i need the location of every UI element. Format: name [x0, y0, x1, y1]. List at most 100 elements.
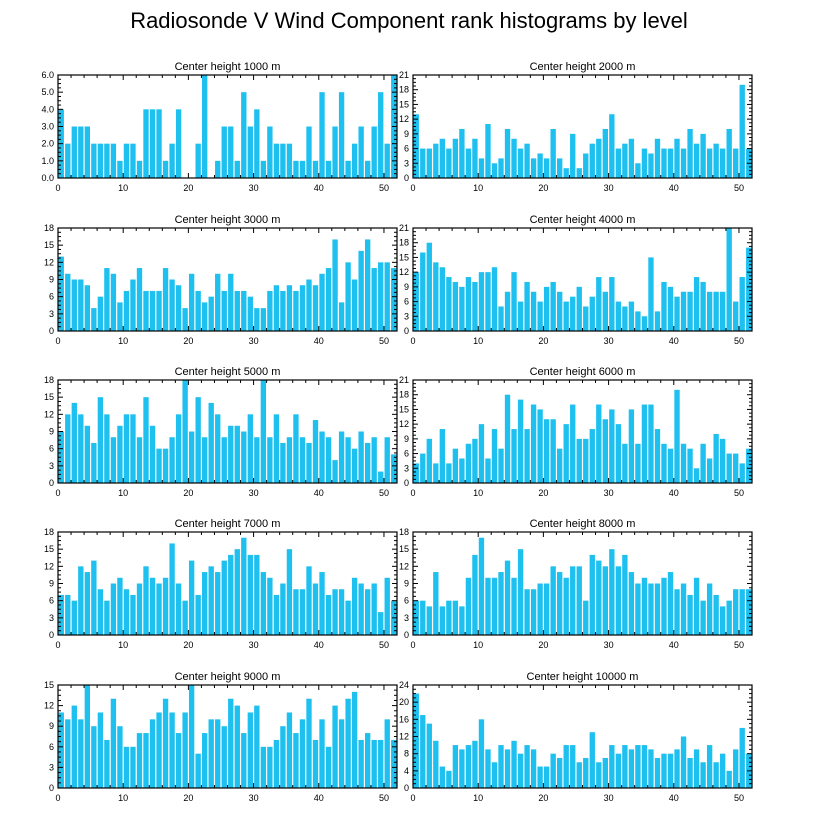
y-tick-label: 3 [404, 311, 409, 321]
bar [338, 302, 345, 331]
bar [426, 148, 432, 178]
y-tick-label: 0 [404, 630, 409, 640]
bar [110, 583, 117, 635]
x-tick-label: 30 [249, 183, 259, 193]
bar [221, 437, 227, 483]
bar [182, 308, 188, 331]
bar [286, 712, 293, 788]
bar [221, 126, 227, 178]
bar [667, 148, 674, 178]
x-tick-label: 50 [734, 640, 744, 650]
bar [312, 285, 319, 331]
bar [654, 311, 661, 331]
bar [371, 583, 377, 635]
bar [110, 143, 117, 178]
bar [589, 296, 595, 331]
y-tick-label: 18 [399, 527, 409, 537]
bar [433, 740, 439, 788]
bar [91, 726, 97, 788]
bar [719, 606, 726, 635]
bar [661, 753, 667, 788]
bar [208, 296, 214, 331]
bar [706, 583, 713, 635]
bar [472, 740, 478, 788]
bar [162, 698, 169, 788]
bar [557, 158, 563, 178]
bar [332, 705, 338, 788]
bar [687, 448, 693, 483]
bar [719, 291, 726, 331]
bar [674, 389, 680, 483]
bar [452, 448, 459, 483]
bar [537, 409, 543, 483]
bar [446, 600, 452, 635]
bar [576, 566, 582, 635]
x-tick-label: 40 [669, 793, 679, 803]
bar [504, 560, 511, 635]
y-tick-label: 8 [404, 749, 409, 759]
bar [143, 290, 149, 331]
x-tick-label: 50 [734, 183, 744, 193]
bar [97, 712, 104, 788]
x-tick-label: 50 [734, 488, 744, 498]
x-tick-label: 30 [249, 793, 259, 803]
bar [426, 723, 432, 788]
y-tick-label: 12 [44, 701, 54, 711]
bar [550, 566, 556, 635]
bar [280, 583, 286, 635]
bar [299, 437, 306, 483]
y-tick-label: 0 [404, 173, 409, 183]
y-tick-label: 6 [404, 596, 409, 606]
bar [143, 733, 149, 788]
bar [312, 160, 319, 178]
bar [267, 577, 273, 635]
bar [420, 600, 426, 635]
bar [583, 438, 589, 483]
bar [622, 306, 628, 331]
bar [208, 566, 214, 635]
x-tick-label: 20 [183, 793, 193, 803]
bar [228, 698, 234, 788]
x-tick-label: 40 [669, 183, 679, 193]
bar [439, 267, 446, 331]
y-tick-label: 4.0 [41, 104, 54, 114]
bar [719, 753, 726, 788]
bar [648, 404, 654, 483]
bar [97, 589, 104, 635]
bar [162, 160, 169, 178]
bar [485, 749, 491, 788]
bar [700, 281, 706, 331]
bar [739, 727, 745, 788]
bar [583, 757, 589, 788]
bar [563, 168, 569, 178]
x-tick-label: 40 [314, 336, 324, 346]
bar [576, 762, 582, 788]
bar [557, 291, 563, 331]
bar [345, 437, 351, 483]
bar [478, 272, 485, 331]
y-tick-label: 15 [399, 252, 409, 262]
y-tick-label: 21 [399, 375, 409, 385]
y-tick-label: 0 [404, 478, 409, 488]
bar [228, 273, 234, 331]
bar [110, 273, 117, 331]
bar [149, 577, 156, 635]
bar [550, 419, 556, 483]
bar [517, 549, 524, 635]
y-tick-label: 12 [399, 561, 409, 571]
x-tick-label: 20 [538, 183, 548, 193]
bar [247, 296, 253, 331]
bar [465, 443, 472, 483]
bar [215, 719, 221, 788]
y-tick-label: 24 [399, 680, 409, 690]
y-tick-label: 20 [399, 697, 409, 707]
bar [267, 437, 273, 483]
bar [530, 291, 537, 331]
bar [384, 577, 390, 635]
bar [459, 286, 465, 331]
bar [188, 560, 195, 635]
bar [719, 148, 726, 178]
bar [162, 448, 169, 483]
x-tick-label: 0 [55, 793, 60, 803]
bar [228, 126, 234, 178]
